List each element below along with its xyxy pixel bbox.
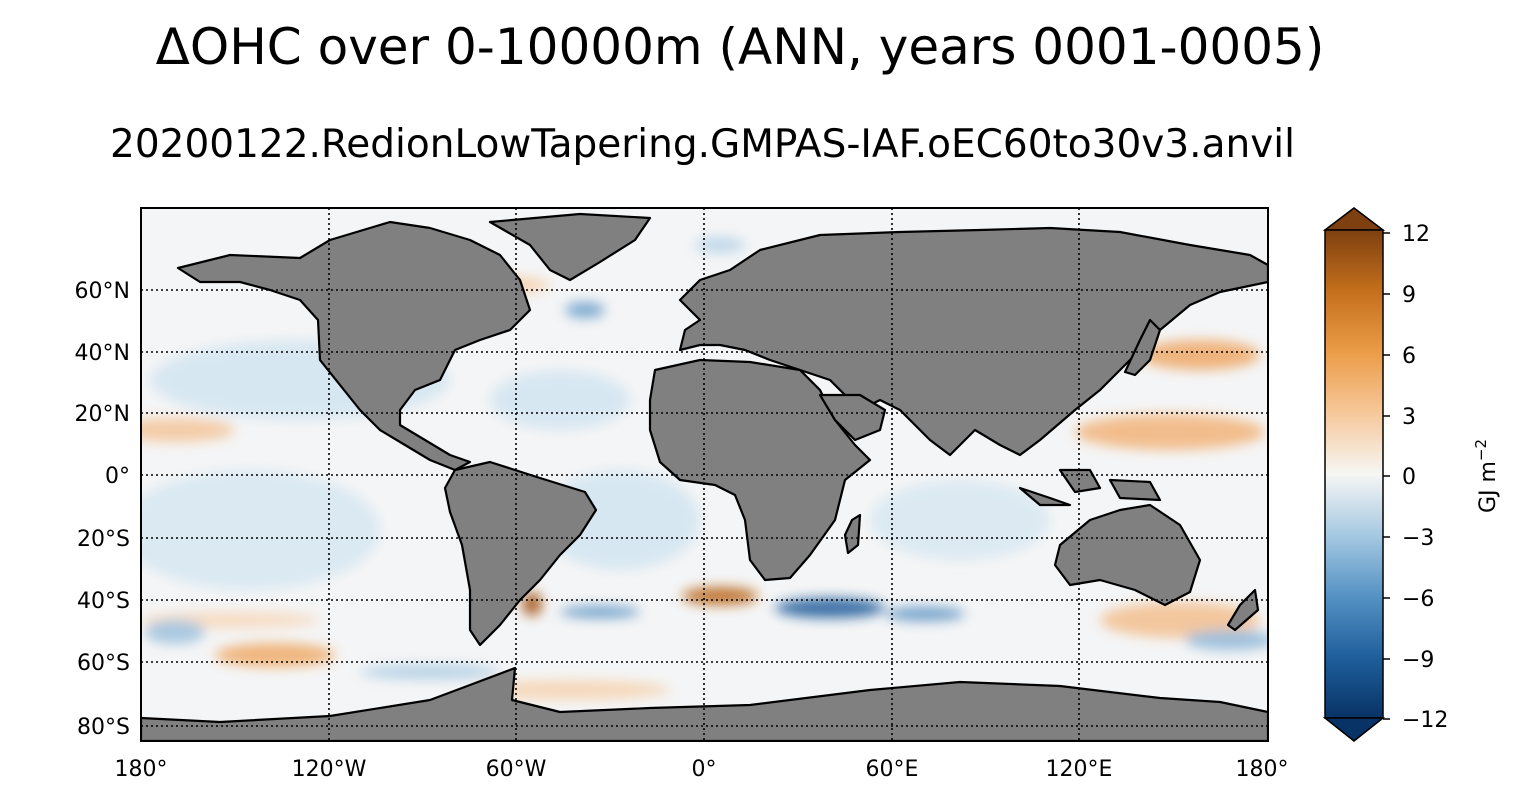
anomaly-patch <box>1075 414 1265 450</box>
colorbar-ticks <box>1383 232 1390 720</box>
lat-tick-label: 60°S <box>77 651 130 676</box>
anomaly-patch <box>695 237 745 253</box>
lat-tick-label: 40°N <box>75 341 130 366</box>
colorbar-tick-label: 12 <box>1402 222 1430 247</box>
lon-tick-label: 180° <box>115 757 168 782</box>
colorbar-tick-label: 9 <box>1402 283 1416 308</box>
anomaly-patch <box>215 643 335 667</box>
anomaly-patch <box>1100 602 1260 638</box>
colorbar-tick-label: 6 <box>1402 344 1416 369</box>
lat-tick-label: 40°S <box>77 589 130 614</box>
anomaly-patch <box>522 592 542 616</box>
lat-tick-label: 80°S <box>77 715 130 740</box>
colorbar-tick-label: −12 <box>1402 708 1448 733</box>
colorbar-tick-label: −3 <box>1402 526 1434 551</box>
colorbar-extend-min <box>1322 717 1386 742</box>
land-japan <box>1123 318 1162 377</box>
land-greenland <box>488 212 652 282</box>
lat-tick-label: 20°S <box>77 527 130 552</box>
anomaly-patch <box>141 418 235 442</box>
anomaly-patch <box>360 665 500 679</box>
anomaly-patch <box>885 607 965 621</box>
colorbar: 12 9 6 3 0 −3 −6 −9 −12 GJ m−2 <box>1322 207 1501 742</box>
land-indonesia <box>1018 468 1162 507</box>
anomaly-patch <box>682 587 758 605</box>
colorbar-tick-label: −9 <box>1402 648 1434 673</box>
lon-tick-labels: 180° 120°W 60°W 0° 60°E 120°E 180° <box>115 757 1289 782</box>
land-antarctica <box>141 666 1268 741</box>
colorbar-tick-label: 0 <box>1402 465 1416 490</box>
anomaly-patch <box>775 598 885 618</box>
colorbar-units-base: GJ m <box>1476 461 1501 513</box>
land-new-zealand <box>1226 588 1260 632</box>
map-subtitle: 20200122.RedionLowTapering.GMPAS-IAF.oEC… <box>110 122 1295 167</box>
anomaly-patch <box>141 470 380 590</box>
gridlines <box>141 208 1268 741</box>
land-north-america <box>176 220 532 472</box>
colorbar-tick-label: −6 <box>1402 587 1434 612</box>
lon-tick-label: 60°W <box>486 757 547 782</box>
land-australia <box>1053 503 1202 607</box>
colorbar-units-exponent: −2 <box>1472 439 1490 461</box>
land-madagascar <box>843 513 862 555</box>
anomaly-patch <box>870 480 1050 560</box>
anomaly-field <box>141 208 1268 741</box>
lat-tick-labels: 60°N 40°N 20°N 0° 20°S 40°S 60°S 80°S <box>75 279 130 740</box>
colorbar-extend-max <box>1322 207 1386 231</box>
map-title: ΔOHC over 0-10000m (ANN, years 0001-0005… <box>155 18 1325 76</box>
lat-tick-label: 20°N <box>75 402 130 427</box>
colorbar-gradient <box>1324 229 1384 719</box>
colorbar-tick-label: 3 <box>1402 405 1416 430</box>
lat-tick-label: 60°N <box>75 279 130 304</box>
anomaly-patch <box>560 606 640 618</box>
lon-tick-label: 120°E <box>1046 757 1113 782</box>
colorbar-units-label: GJ m−2 <box>1472 439 1501 513</box>
lon-tick-label: 120°W <box>292 757 367 782</box>
anomaly-patch <box>470 680 670 700</box>
anomaly-patch <box>145 620 205 644</box>
anomaly-patch <box>1140 340 1260 370</box>
anomaly-patch <box>1185 630 1268 650</box>
anomaly-patch <box>490 370 630 430</box>
lat-tick-label: 0° <box>105 464 130 489</box>
land-eurasia <box>678 226 1268 457</box>
map-frame <box>140 207 1269 742</box>
land-arabia <box>818 393 887 442</box>
lon-tick-label: 0° <box>692 757 717 782</box>
anomaly-patch <box>565 302 605 318</box>
map-panel[interactable] <box>115 207 1275 742</box>
land <box>141 212 1268 741</box>
lon-tick-label: 180° <box>1236 757 1289 782</box>
land-africa <box>648 358 872 582</box>
lon-tick-label: 60°E <box>866 757 919 782</box>
